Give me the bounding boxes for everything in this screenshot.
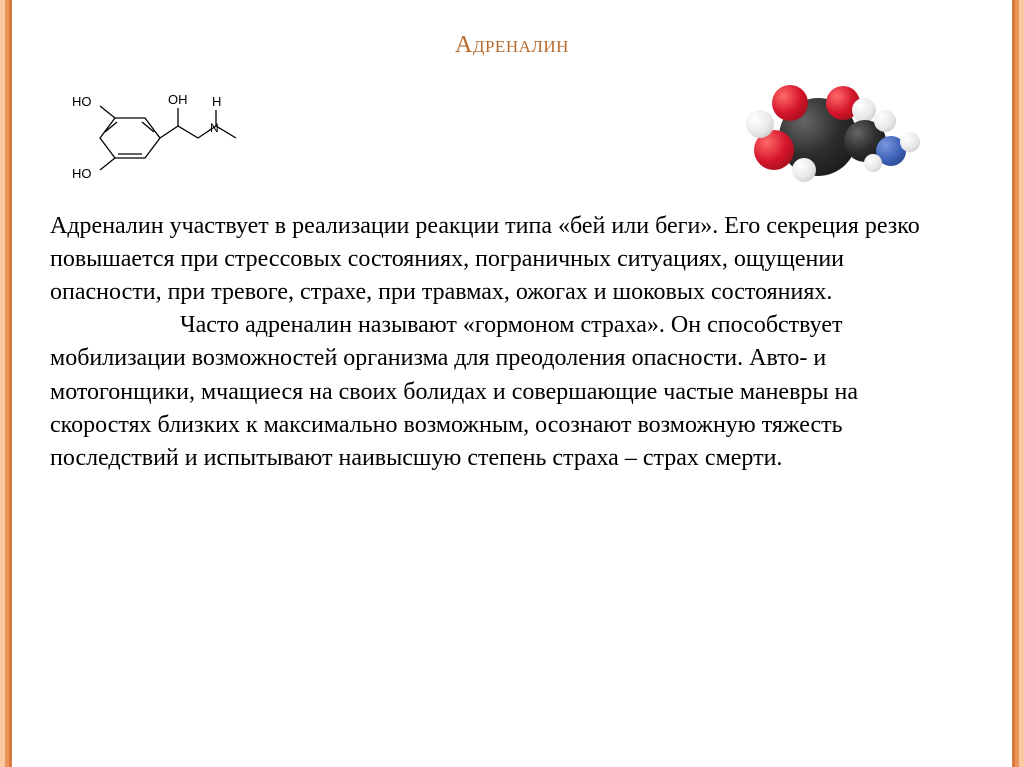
structural-formula: OH HO HO H N <box>50 78 250 198</box>
formula-ho2: HO <box>72 166 92 181</box>
slide-title: Адреналин <box>0 32 1024 59</box>
formula-ho1: HO <box>72 94 92 109</box>
paragraph-1: Адреналин участвует в реализации реакции… <box>50 210 960 309</box>
right-border <box>1012 0 1024 767</box>
left-border <box>0 0 12 767</box>
paragraph-2: Часто адреналин называют «гормоном страх… <box>50 309 960 475</box>
space-filling-model <box>724 80 924 190</box>
formula-h: H <box>212 94 221 109</box>
formula-oh: OH <box>168 92 188 107</box>
body-text: Адреналин участвует в реализации реакции… <box>50 210 960 475</box>
formula-n: N <box>210 121 219 135</box>
